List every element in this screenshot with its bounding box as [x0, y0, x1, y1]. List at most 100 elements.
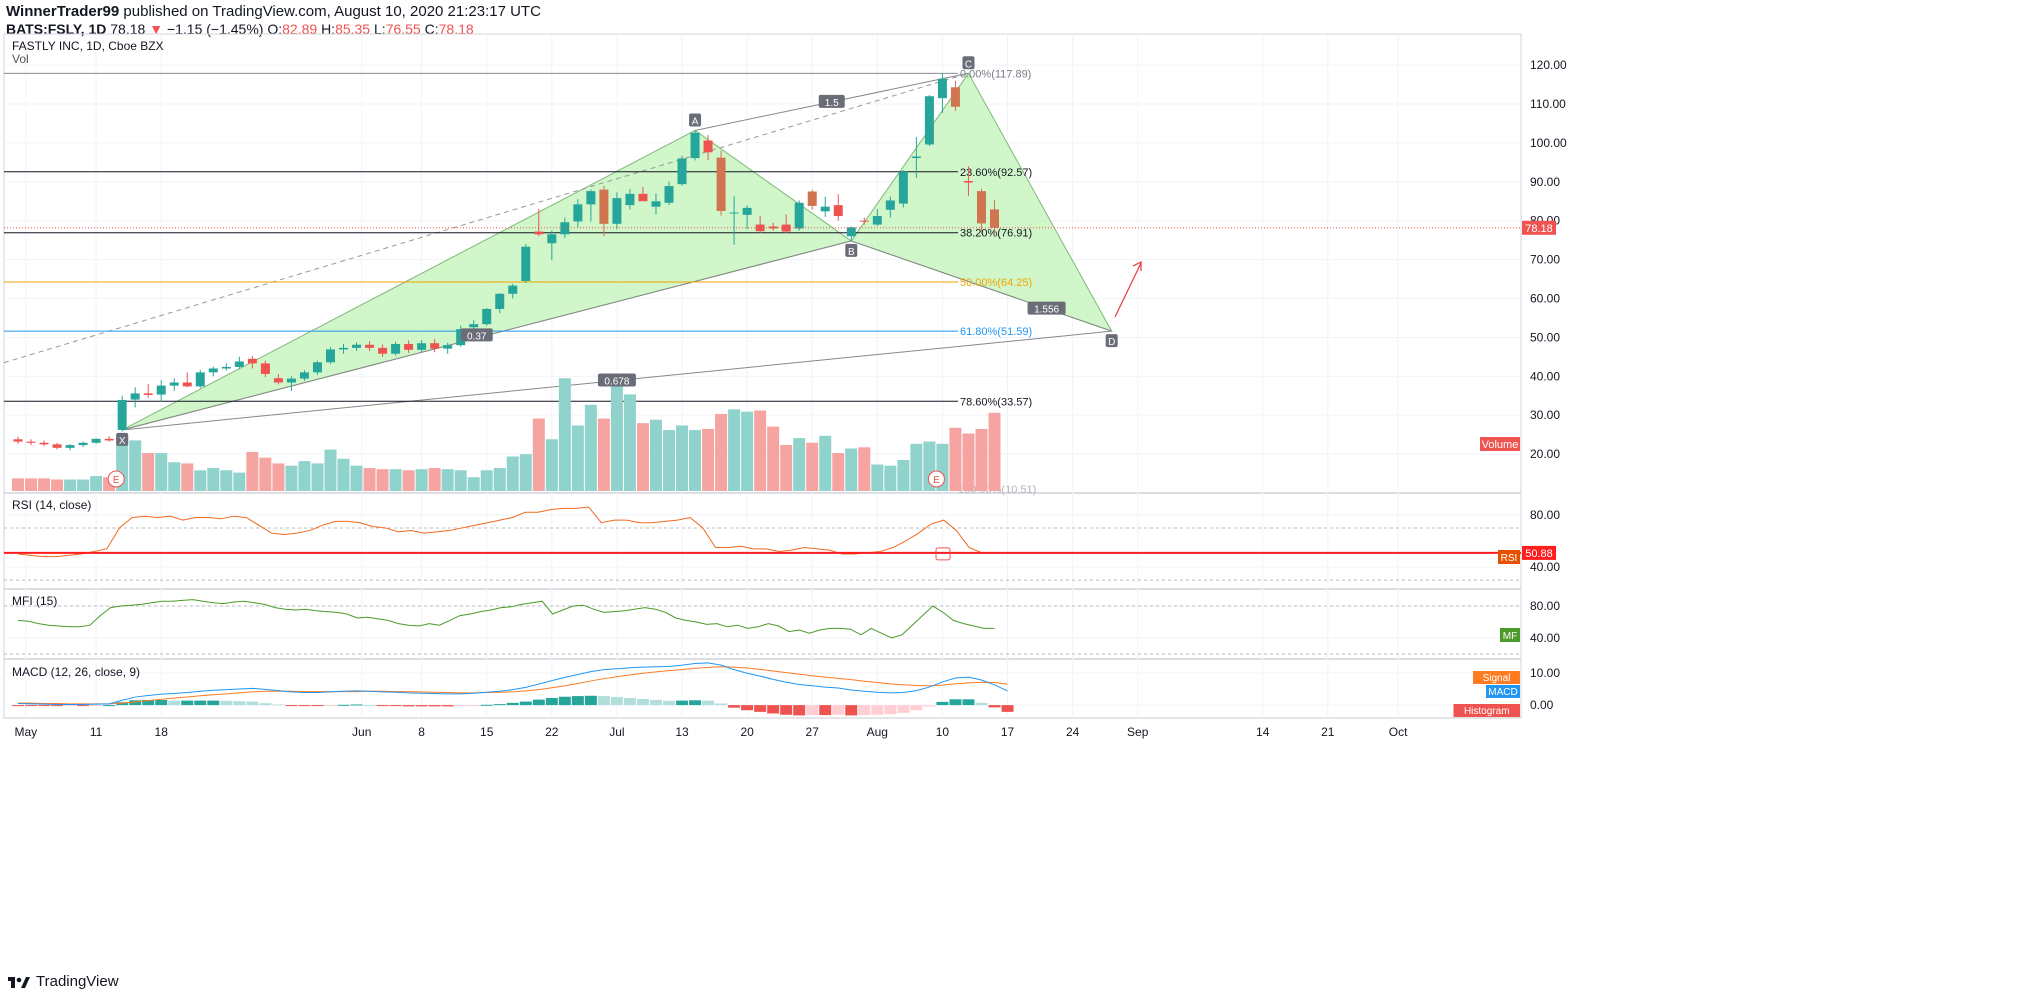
candle-body [208, 368, 218, 373]
price-tick-label: 20.00 [1530, 447, 1560, 461]
volume-bar [636, 423, 649, 491]
time-tick-label: Aug [867, 725, 888, 739]
volume-bar [168, 462, 181, 491]
time-tick-label: 18 [155, 725, 169, 739]
histogram-bar [623, 698, 636, 706]
volume-bar [194, 470, 207, 491]
candle-body [417, 343, 427, 350]
histogram-bar [663, 700, 675, 706]
earnings-marker-icon [107, 470, 125, 488]
ratio-label: 1.5 [825, 98, 839, 109]
time-tick-label: 17 [1001, 725, 1015, 739]
histogram-bar [832, 705, 845, 715]
candle-body [729, 212, 739, 214]
candle-body [182, 382, 192, 387]
volume-bar [623, 394, 636, 491]
last-price-badge [1522, 220, 1556, 235]
histogram-bar [402, 705, 415, 707]
histogram-bar [975, 702, 988, 706]
candle-body [534, 231, 544, 235]
pattern-point-label: C [965, 59, 972, 70]
histogram-bar [871, 705, 884, 715]
high-label: H: [321, 21, 336, 37]
volume-bar [376, 469, 389, 491]
candle-body [13, 439, 23, 442]
volume-bar [741, 411, 754, 491]
high-value: 85.35 [335, 21, 371, 37]
histogram-bar [350, 704, 363, 706]
rsi-line [17, 506, 995, 558]
volume-bar [337, 458, 350, 491]
tradingview-footer[interactable]: TradingView [8, 973, 119, 990]
last-price: 78.18 [110, 21, 146, 37]
candle-body [690, 132, 700, 159]
histogram-bar [806, 705, 819, 716]
pattern-point-label: X [119, 436, 126, 447]
histogram-bar [610, 697, 623, 706]
volume-bar [806, 442, 819, 491]
histogram-bar [51, 705, 64, 707]
price-tick-label: 60.00 [1530, 291, 1560, 305]
rsi-pane-title: RSI (14, close) [12, 498, 91, 512]
price-tick-label: 100.00 [1530, 136, 1567, 150]
volume-bar [506, 456, 519, 491]
candle-body [924, 96, 934, 145]
volume-bar [415, 469, 428, 491]
histogram-bar [220, 700, 233, 706]
ratio-label: 0.678 [604, 377, 629, 388]
candle-body [976, 191, 986, 224]
histogram-bar [181, 700, 194, 706]
indicator-tick-label: 80.00 [1530, 508, 1560, 522]
histogram-bar [25, 705, 38, 707]
candle-body [273, 378, 283, 383]
candle-body [638, 193, 648, 202]
candle-body [716, 157, 726, 211]
ratio-badge [1027, 301, 1066, 315]
open-value: 82.89 [282, 21, 318, 37]
candle-body [234, 361, 244, 367]
earnings-marker-icon [927, 470, 945, 488]
histogram-bar [819, 705, 832, 716]
time-tick-label: 14 [1256, 725, 1270, 739]
histogram-bar [793, 705, 806, 716]
price-tick-label: 120.00 [1530, 58, 1567, 72]
price-candles [4, 73, 1521, 451]
candle-body [312, 362, 322, 373]
volume-bar [545, 439, 558, 491]
candle-body [677, 158, 687, 185]
histogram-bar [506, 702, 519, 706]
volume-bar [597, 418, 610, 491]
indicator-panes [4, 506, 1521, 716]
histogram-bar [988, 705, 1001, 708]
volume-bar [832, 453, 845, 491]
volume-bar [51, 479, 64, 491]
volume-bar [988, 412, 1001, 491]
volume-bar [845, 448, 858, 491]
volume-bar [858, 447, 871, 491]
volume-bar [480, 470, 493, 491]
histogram-bar [493, 704, 506, 706]
candle-body [117, 399, 127, 430]
mfi-badge-text: MF [1503, 631, 1517, 642]
ratio-badge [460, 328, 493, 342]
candle-body [911, 156, 921, 159]
rsi-badge [1498, 550, 1520, 564]
histogram-bar [272, 704, 285, 706]
volume-bar [142, 453, 155, 491]
earnings-marker-label: E [113, 475, 120, 486]
histogram-bar [897, 705, 910, 713]
symbol-label: BATS:FSLY, 1D [6, 21, 107, 37]
author-name[interactable]: WinnerTrader99 [6, 3, 120, 20]
candle-body [599, 189, 609, 224]
publish-header: WinnerTrader99 published on TradingView.… [6, 3, 541, 20]
rsi-badge-text: RSI [1501, 553, 1518, 564]
candle-body [65, 445, 75, 448]
mfi-line [17, 599, 995, 639]
histogram-bar [480, 704, 493, 706]
time-tick-label: Jun [352, 725, 371, 739]
candle-body [781, 224, 791, 232]
volume-bar [233, 472, 246, 491]
candle-body [26, 441, 36, 443]
histogram-bar [90, 705, 103, 707]
